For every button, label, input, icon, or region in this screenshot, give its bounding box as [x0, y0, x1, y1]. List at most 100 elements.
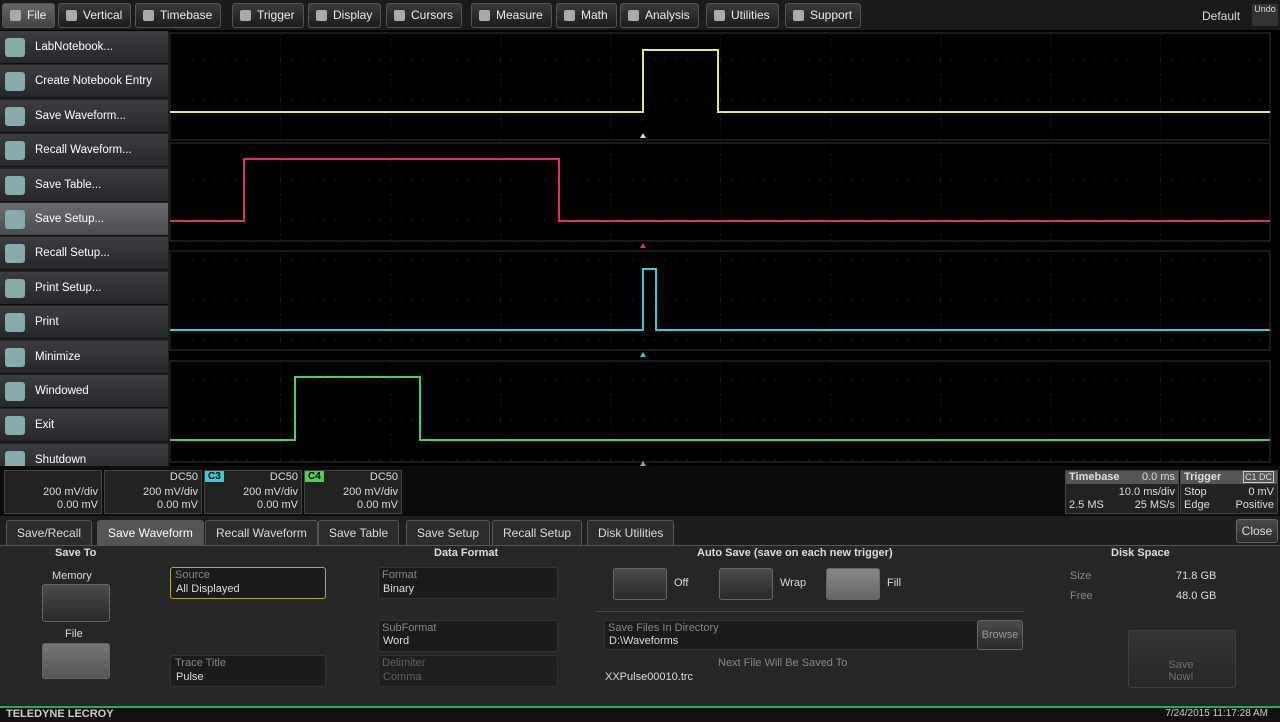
- footer: [0, 706, 1280, 722]
- next-file: XXPulse00010.trc: [605, 671, 694, 683]
- file-menu: LabNotebook... Create Notebook Entry Save …: [0, 31, 169, 479]
- channel-descriptor[interactable]: C4 DC50 200 mV/div 0.00 mV: [304, 470, 402, 514]
- value: 48.0 GB: [1176, 590, 1217, 602]
- menu-item[interactable]: Create Notebook Entry: [0, 65, 168, 99]
- channel-label: C3: [205, 471, 224, 482]
- timebase-descriptor[interactable]: Timebase 0.0 ms 10.0 ms/div 2.5 MS 25 MS…: [1065, 470, 1179, 514]
- grids: [169, 32, 1271, 463]
- label: Memory: [52, 570, 92, 582]
- level: 0 mV: [1248, 486, 1274, 498]
- undo[interactable]: Undo: [1252, 4, 1278, 26]
- option-label: Wrap: [780, 577, 807, 589]
- autosave-button[interactable]: [613, 568, 667, 600]
- close-button[interactable]: Close: [1236, 519, 1278, 543]
- menu-item[interactable]: Recall Setup...: [0, 237, 168, 271]
- coupling: DC50: [369, 471, 398, 483]
- label: Format: [382, 569, 417, 581]
- rate: 25 MS/s: [1134, 499, 1175, 511]
- directory-field[interactable]: Save Files In Directory D:\Waveforms: [604, 620, 978, 650]
- autosave-button[interactable]: [719, 568, 773, 600]
- trace-c3: [170, 268, 1270, 331]
- menu-button[interactable]: Vertical: [58, 3, 132, 28]
- menu-button[interactable]: Utilities: [706, 3, 779, 28]
- menu-item[interactable]: LabNotebook...: [0, 31, 168, 64]
- scale: 200 mV/div: [242, 486, 298, 498]
- menu-button[interactable]: Measure: [471, 3, 552, 28]
- menu-button[interactable]: Trigger: [232, 3, 304, 28]
- menu-button[interactable]: Support: [785, 3, 862, 28]
- tab[interactable]: Save/Recall: [6, 520, 93, 545]
- tab[interactable]: Save Waveform: [97, 520, 204, 545]
- tab[interactable]: Save Table: [318, 520, 400, 545]
- menu-item[interactable]: Save Waveform...: [0, 99, 168, 133]
- label: Size: [1070, 570, 1092, 582]
- delimiter-field: Delimiter Comma: [378, 655, 558, 687]
- scale: 200 mV/div: [42, 486, 98, 498]
- menu-item[interactable]: Print: [0, 306, 168, 340]
- offset: 0.00 mV: [157, 499, 198, 511]
- label: Save Files In Directory: [608, 622, 719, 634]
- value: 71.8 GB: [1176, 570, 1217, 582]
- menu-item[interactable]: Minimize: [0, 340, 168, 374]
- tab[interactable]: Recall Setup: [492, 520, 583, 545]
- menu-item[interactable]: Print Setup...: [0, 271, 168, 305]
- menu-button[interactable]: Timebase: [135, 3, 222, 28]
- waveform-display: [169, 32, 1271, 466]
- menu-button[interactable]: Display: [308, 3, 382, 28]
- menu-button[interactable]: Analysis: [620, 3, 699, 28]
- value: Word: [383, 635, 410, 647]
- label: Source: [175, 569, 210, 581]
- menu-item[interactable]: Exit: [0, 409, 168, 443]
- tab[interactable]: Save Setup: [406, 520, 491, 545]
- trace-c1: [170, 49, 1270, 113]
- section-title: Auto Save (save on each new trigger): [697, 547, 893, 559]
- option-label: Fill: [887, 577, 902, 589]
- menu-item[interactable]: Recall Waveform...: [0, 134, 168, 168]
- channel-label: C4: [305, 471, 324, 482]
- label: Save Now!: [1168, 659, 1194, 683]
- trace-c2: [170, 158, 1270, 222]
- slope: Positive: [1235, 499, 1274, 511]
- label: SubFormat: [382, 622, 437, 634]
- menu-item[interactable]: Save Table...: [0, 168, 168, 202]
- divider: [596, 611, 1024, 612]
- channel-descriptor[interactable]: DC50 200 mV/div 0.00 mV: [104, 470, 202, 514]
- browse-button[interactable]: Browse: [977, 620, 1023, 650]
- channel-descriptor[interactable]: 200 mV/div 0.00 mV: [4, 470, 102, 514]
- scale: 200 mV/div: [142, 486, 198, 498]
- trigger-markers: [640, 133, 646, 466]
- source-field[interactable]: Source All Displayed: [170, 567, 326, 599]
- trace-title-field[interactable]: Trace Title Pulse: [170, 655, 326, 687]
- value: Comma: [383, 671, 422, 683]
- coupling: DC50: [169, 471, 198, 483]
- subformat-field[interactable]: SubFormat Word: [378, 620, 558, 652]
- type: Edge: [1184, 499, 1210, 511]
- label: Next File Will Be Saved To: [718, 657, 848, 669]
- scale: 10.0 ms/div: [1118, 486, 1175, 498]
- trace-c4: [170, 376, 1270, 441]
- tab[interactable]: Disk Utilities: [587, 520, 675, 545]
- source: C1 DC: [1242, 471, 1274, 483]
- section-title: Disk Space: [1111, 547, 1170, 559]
- file-button[interactable]: [42, 643, 110, 679]
- menu-button[interactable]: Cursors: [386, 3, 463, 28]
- offset: 0.00 mV: [257, 499, 298, 511]
- tab[interactable]: Recall Waveform: [205, 520, 318, 545]
- title: Timebase: [1069, 471, 1120, 483]
- preset[interactable]: Default: [1202, 9, 1241, 23]
- menu-item[interactable]: Windowed: [0, 375, 168, 408]
- channel-descriptor[interactable]: C3 DC50 200 mV/div 0.00 mV: [204, 470, 302, 514]
- delay: 0.0 ms: [1141, 471, 1175, 483]
- save-now-button[interactable]: Save Now!: [1128, 630, 1236, 688]
- menu-button[interactable]: File: [2, 3, 56, 28]
- value: Pulse: [176, 671, 204, 683]
- memory-button[interactable]: [42, 584, 110, 622]
- label: Free: [1070, 590, 1093, 602]
- menu-item[interactable]: Save Setup...: [0, 203, 168, 236]
- menu-button[interactable]: Math: [556, 3, 617, 28]
- trigger-descriptor[interactable]: Trigger C1 DC Stop 0 mV Edge Positive: [1180, 470, 1278, 514]
- autosave-button[interactable]: [826, 568, 880, 600]
- format-field[interactable]: Format Binary: [378, 567, 558, 599]
- section-title: Data Format: [434, 547, 499, 559]
